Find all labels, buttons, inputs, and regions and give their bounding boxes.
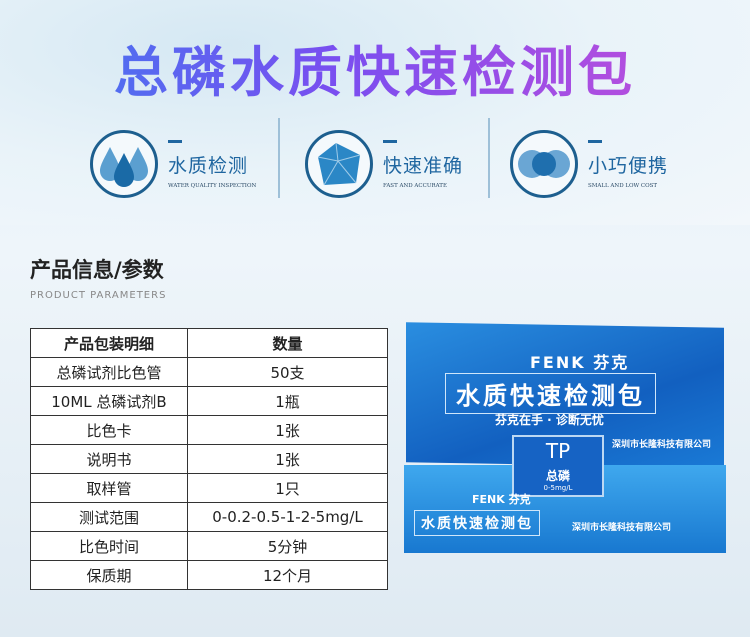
feature-water-quality: 水质检测 WATER QUALITY INSPECTION — [90, 128, 256, 200]
cell-qty: 1瓶 — [187, 386, 388, 416]
overlapping-circles-icon — [510, 130, 578, 198]
product-box-image: FENK 芬克 水质快速检测包 芬克在手 · 诊断无忧 TP 总磷 0-5mg/… — [400, 322, 726, 555]
cell-qty: 50支 — [187, 357, 388, 387]
header-cell: 数量 — [187, 328, 388, 358]
cell-qty: 1只 — [187, 473, 388, 503]
box-title: 水质快速检测包 — [445, 373, 656, 414]
table-row: 比色时间 5分钟 — [30, 531, 388, 561]
box-slogan: 芬克在手 · 诊断无忧 — [495, 413, 604, 427]
table-header-row: 产品包装明细 数量 — [30, 328, 388, 358]
pentagon-gem-icon — [305, 130, 373, 198]
table-row: 总磷试剂比色管 50支 — [30, 357, 388, 387]
cell-qty: 1张 — [187, 415, 388, 445]
cell-qty: 12个月 — [187, 560, 388, 590]
cell-qty: 5分钟 — [187, 531, 388, 561]
header-cell: 产品包装明细 — [30, 328, 188, 358]
parameters-table: 产品包装明细 数量 总磷试剂比色管 50支 10ML 总磷试剂B 1瓶 比色卡 1张 说… — [30, 328, 388, 590]
section-title: 产品信息/参数 — [30, 258, 164, 282]
brand-logo: FENK 芬克 — [530, 353, 630, 372]
table-row: 保质期 12个月 — [30, 560, 388, 590]
cell-item: 测试范围 — [30, 502, 188, 532]
table-row: 10ML 总磷试剂B 1瓶 — [30, 386, 388, 416]
feature-subtitle: WATER QUALITY INSPECTION — [168, 182, 257, 189]
tp-label: TP 总磷 0-5mg/L — [512, 435, 604, 497]
cell-item: 说明书 — [30, 444, 188, 474]
divider — [488, 118, 490, 198]
cell-qty: 1张 — [187, 444, 388, 474]
table-row: 取样管 1只 — [30, 473, 388, 503]
tp-name: 总磷 — [545, 469, 570, 483]
tp-code: TP — [545, 439, 571, 463]
front-company-name: 深圳市长隆科技有限公司 — [572, 523, 672, 533]
cell-item: 保质期 — [30, 560, 188, 590]
table-row: 说明书 1张 — [30, 444, 388, 474]
feature-subtitle: FAST AND ACCURATE — [383, 182, 447, 189]
company-name: 深圳市长隆科技有限公司 — [612, 440, 712, 450]
cell-item: 总磷试剂比色管 — [30, 357, 188, 387]
page-title: 总磷水质快速检测包 — [0, 28, 750, 107]
feature-title: 小巧便携 — [588, 154, 669, 177]
feature-fast-accurate: 快速准确 FAST AND ACCURATE — [305, 128, 463, 200]
cell-item: 比色时间 — [30, 531, 188, 561]
front-brand-logo: FENK 芬克 — [472, 493, 531, 506]
section-subtitle: PRODUCT PARAMETERS — [30, 290, 167, 301]
feature-subtitle: SMALL AND LOW COST — [588, 182, 658, 189]
table-row: 测试范围 0-0.2-0.5-1-2-5mg/L — [30, 502, 388, 532]
water-drops-icon — [90, 130, 158, 198]
feature-small-portable: 小巧便携 SMALL AND LOW COST — [510, 128, 668, 200]
table-row: 比色卡 1张 — [30, 415, 388, 445]
cell-qty: 0-0.2-0.5-1-2-5mg/L — [187, 502, 388, 532]
cell-item: 10ML 总磷试剂B — [30, 386, 188, 416]
feature-title: 水质检测 — [168, 154, 249, 177]
feature-title: 快速准确 — [383, 154, 464, 177]
divider — [278, 118, 280, 198]
tp-range: 0-5mg/L — [543, 484, 573, 492]
front-title: 水质快速检测包 — [414, 510, 540, 536]
cell-item: 取样管 — [30, 473, 188, 503]
cell-item: 比色卡 — [30, 415, 188, 445]
